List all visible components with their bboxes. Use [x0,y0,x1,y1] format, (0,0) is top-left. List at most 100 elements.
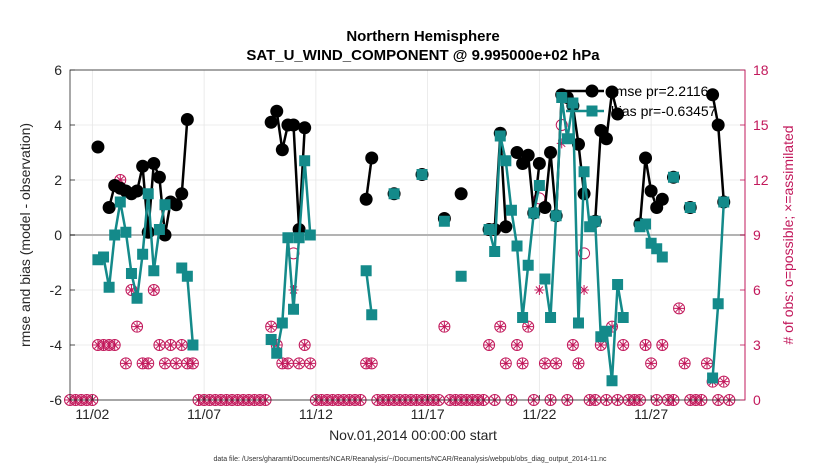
obs-assimilated-point [305,358,316,369]
bias-point [572,317,584,329]
obs-possible-point [131,320,144,333]
chart-title: Northern Hemisphere [346,28,499,45]
bias-point [176,262,188,274]
obs-assimilated-point [176,340,187,350]
obs-assimilated-point [92,340,103,350]
data-file-note: data file: /Users/gharamti/Documents/NCA… [213,456,607,463]
series-lines [91,85,731,387]
bias-point [137,248,149,260]
x-tick-label: 11/22 [522,406,556,422]
rmse-point [102,201,116,214]
bias-point [612,279,624,290]
bias-point [718,196,730,208]
obs-possible-point [304,357,317,370]
right-axis-ticks: 0 3 6 9 12 15 18 [740,62,769,408]
rmse-point [599,132,613,146]
obs-assimilated-point [159,358,170,369]
bias-line-segment [487,135,541,318]
bias-point [600,325,612,337]
obs-assimilated-point [607,321,618,332]
bias-point [142,188,154,200]
obs-assimilated-point [517,358,528,369]
obs-assimilated-point [187,358,198,369]
bias-point [114,196,126,208]
bias-point [265,334,277,345]
y-tick-label: -4 [50,337,63,353]
bias-point [360,265,372,277]
rmse-point [510,146,524,159]
obs-assimilated-point [282,358,293,369]
bias-point [103,281,115,293]
bias-point [528,207,540,219]
bias-point [556,92,568,103]
bias-point [98,251,110,263]
bias-point [640,218,652,230]
right-tick-label: 6 [753,282,761,298]
obs-assimilated-point [126,285,137,295]
obs-assimilated-point [595,340,606,350]
y-tick-label: 4 [54,117,62,133]
obs-assimilated-point [109,340,120,350]
rmse-point [544,146,558,159]
bias-point [651,243,663,255]
obs-assimilated-point [148,285,159,295]
bias-point [561,133,573,145]
bias-point [455,270,467,282]
rmse-point [454,187,468,201]
rmse-point [175,187,189,201]
bias-point [656,251,668,263]
obs-possible-point [265,320,278,333]
obs-assimilated-point [579,285,590,295]
obs-assimilated-point [523,321,534,332]
bias-point [438,215,450,227]
obs-assimilated-point [539,358,550,369]
obs-assimilated-point [266,321,277,332]
rmse-point [711,118,725,132]
bias-point [304,229,316,241]
obs-assimilated-point [98,340,109,350]
rmse-point [521,148,535,162]
legend-label-rmse: rmse pr=2.2116 [611,83,709,99]
bias-point [645,237,657,249]
obs-assimilated-point [104,340,115,350]
bias-point [92,254,104,266]
bias-point [522,259,534,271]
x-tick-label: 11/12 [299,406,333,422]
bias-point [567,97,579,109]
right-tick-label: 15 [753,117,769,133]
obs-possible-point [678,357,691,370]
obs-assimilated-point [495,321,506,332]
obs-assimilated-point [674,303,685,314]
obs-possible-point [645,357,658,370]
y-axis-label: rmse and bias (model - observation) [17,123,33,347]
right-tick-label: 0 [753,392,761,408]
obs-possible-point [617,339,630,351]
obs-assimilated-point [556,138,567,149]
bias-point [667,171,679,183]
right-tick-label: 3 [753,337,761,353]
rmse-point [136,159,150,173]
bias-point [159,199,171,211]
obs-assimilated-point [277,358,288,369]
obs-assimilated-point [646,358,657,369]
bias-point [153,224,165,235]
bias-point [634,221,646,233]
obs-assimilated-point [182,358,193,369]
bias-point [617,312,629,323]
obs-assimilated-point [165,340,176,350]
rmse-point [264,115,278,129]
rmse-point [287,118,301,132]
bias-point [712,298,724,310]
bias-point [120,226,132,238]
legend: rmse pr=2.2116 bias pr=-0.63457 [566,83,717,119]
bias-point [545,312,557,323]
bias-point [511,240,523,252]
obs-possible-point [566,339,579,351]
rmse-point [611,107,625,121]
rmse-point [538,201,552,214]
bias-point [483,224,495,235]
obs-assimilated-point [500,358,511,369]
bias-point [505,204,517,216]
rmse-point [298,121,312,135]
bias-point [388,188,400,200]
